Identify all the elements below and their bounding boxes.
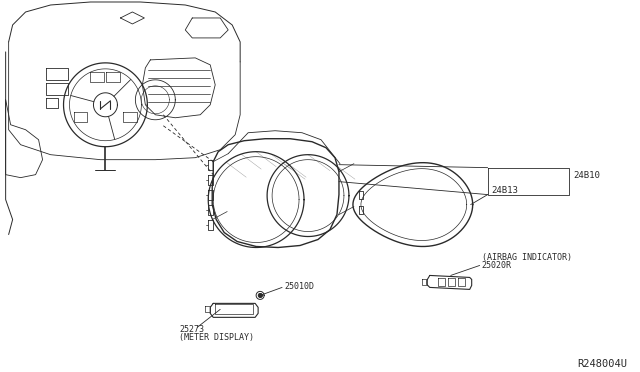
Text: 25273: 25273 [179,326,204,334]
Text: (METER DISPLAY): (METER DISPLAY) [179,333,254,342]
Text: 24B10: 24B10 [573,171,600,180]
Text: 25020R: 25020R [482,261,511,270]
Text: (AIRBAG INDICATOR): (AIRBAG INDICATOR) [482,253,572,262]
Text: R248004U: R248004U [577,359,627,369]
Text: 25010D: 25010D [284,282,314,291]
Text: 24B13: 24B13 [492,186,518,195]
